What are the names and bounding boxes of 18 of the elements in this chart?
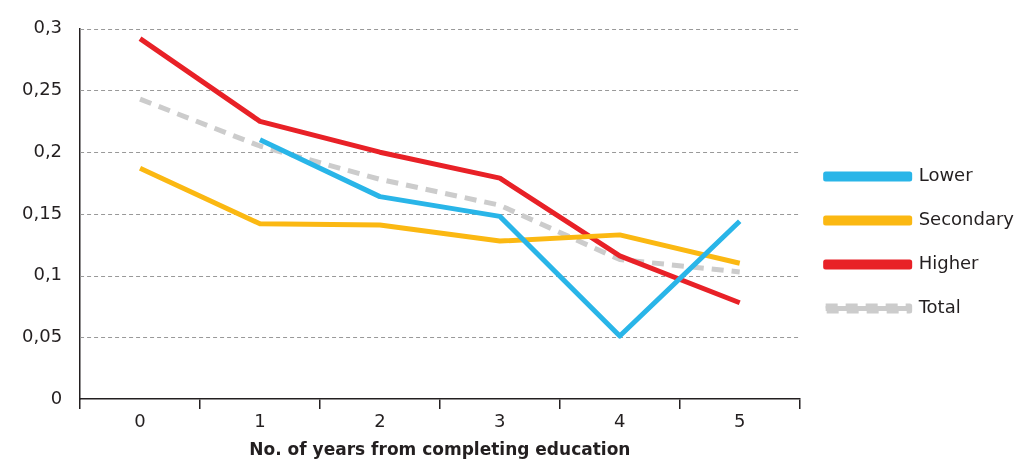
x-tick-label: 4	[614, 410, 626, 432]
x-tick-label: 3	[494, 410, 506, 432]
y-tick-label: 0,2	[33, 139, 63, 161]
y-tick-label: 0	[50, 386, 63, 408]
legend-label: Total	[917, 296, 961, 318]
x-tick-label: 2	[374, 410, 386, 432]
legend-label: Secondary	[918, 208, 1015, 230]
y-tick-label: 0,05	[22, 324, 63, 346]
x-tick-label: 5	[733, 410, 746, 432]
x-tick-label: 0	[134, 410, 146, 432]
x-tick-label: 1	[254, 410, 266, 432]
legend-label: Higher	[918, 252, 980, 274]
y-tick-label: 0,1	[33, 263, 63, 285]
legend-label: Lower	[918, 164, 974, 186]
y-tick-label: 0,25	[22, 78, 63, 100]
y-tick-label: 0,15	[22, 201, 63, 223]
x-axis-title: No. of years from completing education	[249, 439, 631, 460]
y-tick-label: 0,3	[33, 16, 63, 38]
